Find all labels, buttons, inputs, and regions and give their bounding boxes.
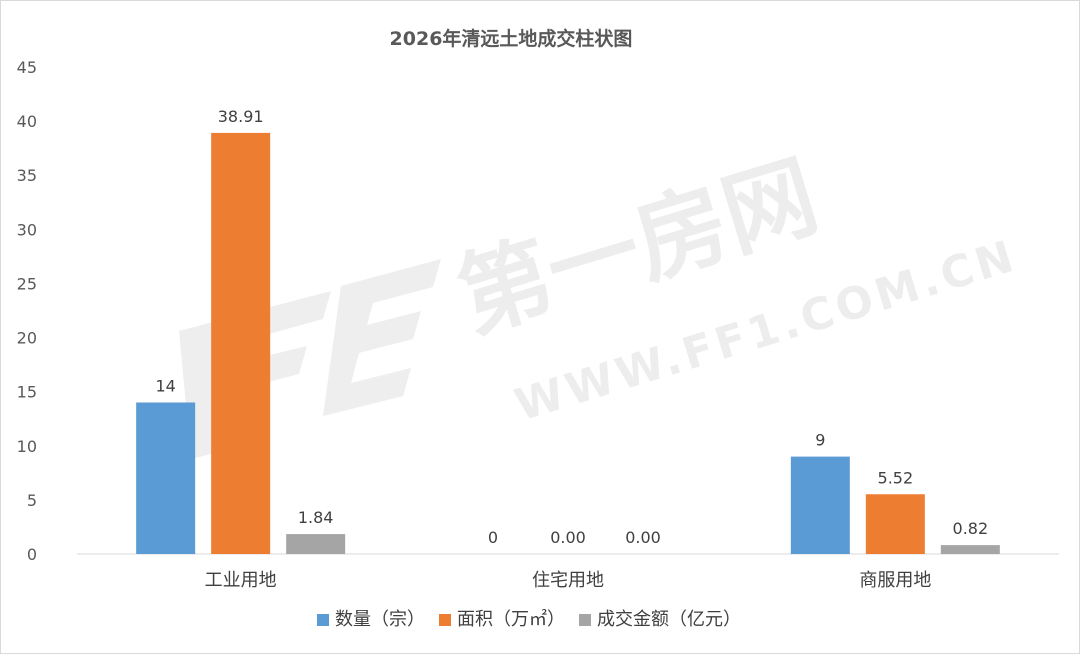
data-labels-layer: 14 38.91 1.84 0 0.00 0.00 9 5.52 0.82 bbox=[155, 107, 988, 547]
x-tick-label: 工业用地 bbox=[205, 570, 277, 591]
y-axis: 0 5 10 15 20 25 30 35 40 45 bbox=[17, 58, 37, 564]
y-tick-label: 40 bbox=[17, 112, 37, 131]
y-tick-label: 5 bbox=[27, 491, 37, 510]
x-axis: 工业用地 住宅用地 商服用地 bbox=[205, 570, 932, 591]
data-label: 9 bbox=[815, 431, 825, 450]
y-tick-label: 30 bbox=[17, 220, 37, 239]
bar bbox=[940, 545, 1000, 554]
data-label: 0 bbox=[488, 528, 498, 547]
bar bbox=[286, 534, 346, 554]
y-tick-label: 20 bbox=[17, 329, 37, 348]
y-tick-label: 15 bbox=[17, 383, 37, 402]
data-label: 1.84 bbox=[298, 508, 334, 527]
bars-layer bbox=[136, 132, 1000, 554]
legend-label: 数量（宗） bbox=[335, 609, 425, 630]
y-tick-label: 45 bbox=[17, 58, 37, 77]
legend-swatch bbox=[579, 614, 591, 626]
bar bbox=[211, 132, 271, 554]
legend-swatch bbox=[317, 614, 329, 626]
data-label: 0.00 bbox=[550, 528, 586, 547]
bar bbox=[865, 494, 925, 554]
legend-label: 面积（万㎡） bbox=[457, 608, 565, 630]
watermark: 第一房网 WWW.FF1.COM.CN bbox=[179, 142, 1023, 459]
x-tick-label: 商服用地 bbox=[859, 570, 931, 591]
data-label: 5.52 bbox=[878, 468, 914, 487]
x-tick-label: 住宅用地 bbox=[532, 570, 604, 591]
y-tick-label: 10 bbox=[17, 437, 37, 456]
data-label: 38.91 bbox=[218, 107, 264, 126]
bar bbox=[790, 456, 850, 554]
data-label: 14 bbox=[155, 376, 175, 395]
data-label: 0.00 bbox=[625, 528, 661, 547]
data-label: 0.82 bbox=[953, 519, 989, 538]
legend-swatch bbox=[439, 614, 451, 626]
y-tick-label: 0 bbox=[27, 545, 37, 564]
bar bbox=[136, 402, 196, 554]
legend-label: 成交金额（亿元） bbox=[597, 609, 741, 630]
chart-title: 2026年清远土地成交柱状图 bbox=[390, 27, 633, 50]
y-tick-label: 35 bbox=[17, 166, 37, 185]
y-tick-label: 25 bbox=[17, 274, 37, 293]
legend: 数量（宗） 面积（万㎡） 成交金额（亿元） bbox=[317, 608, 741, 630]
